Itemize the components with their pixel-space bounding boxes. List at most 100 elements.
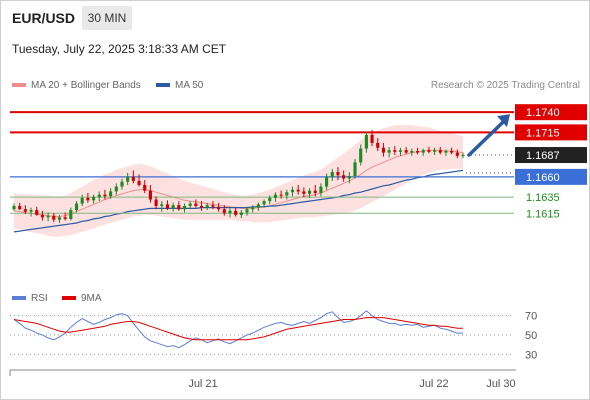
legend-item-9ma: 9MA <box>62 293 102 304</box>
candle-body <box>131 176 135 181</box>
candle-body <box>171 205 175 209</box>
candle-body <box>347 176 351 179</box>
chart-header: EUR/USD 30 MIN <box>0 0 590 36</box>
candle-body <box>251 207 255 210</box>
credit-text: Research © 2025 Trading Central <box>430 80 580 91</box>
candle-body <box>137 180 141 185</box>
candle-body <box>313 190 317 194</box>
candle-body <box>342 175 346 179</box>
candle-body <box>234 210 238 215</box>
candle-body <box>222 209 226 214</box>
candle-body <box>359 148 363 163</box>
candle-body <box>35 210 39 215</box>
candle-body <box>194 203 198 206</box>
candle-body <box>177 205 181 210</box>
candle-body <box>364 134 368 149</box>
rsi-tick-label: 30 <box>525 349 537 361</box>
candle-body <box>290 189 295 193</box>
rsi-line <box>13 310 463 349</box>
resistance-label-box <box>515 104 587 121</box>
candle-body <box>211 205 215 207</box>
candle-body <box>103 194 107 197</box>
candle-body <box>114 186 118 192</box>
legend-label-ma50: MA 50 <box>175 80 204 91</box>
candle-body <box>239 212 243 215</box>
x-tick-label: Jul 21 <box>188 378 217 390</box>
candle-body <box>421 150 425 153</box>
candle-body <box>188 203 192 206</box>
candle-body <box>410 150 414 153</box>
candle-body <box>455 152 459 156</box>
legend-swatch-bollinger <box>12 83 26 88</box>
candle-body <box>63 217 67 219</box>
candle-body <box>398 150 403 152</box>
candle-body <box>46 215 50 218</box>
forecast-arrow-head <box>497 114 510 128</box>
bollinger-band <box>14 125 463 237</box>
x-tick-label: Jul 22 <box>419 378 448 390</box>
legend-label-bollinger: MA 20 + Bollinger Bands <box>31 80 141 91</box>
candle-body <box>404 150 408 153</box>
resistance-label: 1.1740 <box>526 107 560 119</box>
candle-body <box>353 162 357 177</box>
candle-body <box>154 199 158 206</box>
candle-body <box>461 155 465 157</box>
resistance-label: 1.1715 <box>526 127 560 139</box>
candle-body <box>427 150 431 152</box>
candle-body <box>268 197 272 202</box>
candle-body <box>319 186 323 194</box>
candle-body <box>165 204 170 209</box>
candle-body <box>450 150 454 153</box>
candle-body <box>438 150 442 153</box>
candle-body <box>296 189 300 192</box>
candle-body <box>415 150 420 153</box>
candle-body <box>69 210 73 219</box>
candle-body <box>381 147 385 153</box>
candle-body <box>143 184 147 191</box>
forecast-arrow-shaft <box>467 119 506 157</box>
candle-body <box>97 194 101 198</box>
candle-body <box>387 150 391 153</box>
legend-swatch-ma50 <box>156 83 170 88</box>
candle-body <box>370 134 374 143</box>
candle-body <box>160 204 164 206</box>
pivot-label-box <box>515 168 587 185</box>
candle-body <box>199 205 204 208</box>
candle-body <box>148 190 152 200</box>
timeframe-button[interactable]: 30 MIN <box>82 6 132 30</box>
x-tick-label: Jul 30 <box>486 378 515 390</box>
candle-body <box>23 209 27 212</box>
candle-body <box>444 150 448 153</box>
candle-body <box>256 204 260 208</box>
current-price-label: 1.1687 <box>526 150 560 162</box>
pivot-label: 1.1660 <box>526 172 560 184</box>
candle-body <box>126 176 130 182</box>
legend-item-ma50: MA 50 <box>156 80 203 91</box>
candle-body <box>285 192 289 196</box>
legend-label-rsi: RSI <box>31 293 48 304</box>
ma50-line <box>13 169 464 233</box>
candle-body <box>57 217 62 220</box>
candle-body <box>302 191 306 194</box>
legend-label-9ma: 9MA <box>81 293 102 304</box>
legend-item-bollinger: MA 20 + Bollinger Bands <box>12 80 141 91</box>
candle-body <box>376 142 380 148</box>
candle-body <box>228 210 232 214</box>
candle-body <box>217 206 221 210</box>
candle-body <box>74 203 79 211</box>
candle-body <box>120 181 124 187</box>
candle-body <box>433 150 437 152</box>
candle-body <box>80 197 84 204</box>
candle-body <box>245 209 249 213</box>
current-price-box <box>515 147 587 164</box>
candle-body <box>86 197 90 201</box>
resistance-label-box <box>515 124 587 141</box>
candle-body <box>279 194 283 196</box>
instrument-label: EUR/USD <box>12 10 76 26</box>
candle-body <box>40 214 44 218</box>
candle-body <box>182 205 187 210</box>
support-label: 1.1615 <box>526 208 560 220</box>
legend-swatch-rsi <box>12 296 26 301</box>
candle-body <box>109 191 113 197</box>
